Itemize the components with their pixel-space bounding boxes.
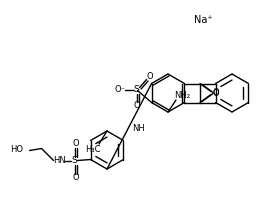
Text: NH: NH — [132, 124, 145, 133]
Text: H₃C: H₃C — [85, 146, 101, 154]
Text: HO: HO — [10, 145, 24, 154]
Text: O: O — [213, 89, 219, 98]
Text: NH₂: NH₂ — [174, 90, 190, 99]
Text: O: O — [146, 72, 153, 81]
Text: HN: HN — [53, 156, 66, 165]
Text: O: O — [213, 88, 219, 97]
Text: O: O — [72, 173, 79, 182]
Text: S: S — [134, 85, 139, 94]
Text: S: S — [72, 156, 78, 165]
Text: Na⁺: Na⁺ — [194, 15, 212, 25]
Text: O⁻: O⁻ — [114, 85, 125, 94]
Text: O: O — [72, 139, 79, 148]
Text: O: O — [133, 101, 140, 110]
